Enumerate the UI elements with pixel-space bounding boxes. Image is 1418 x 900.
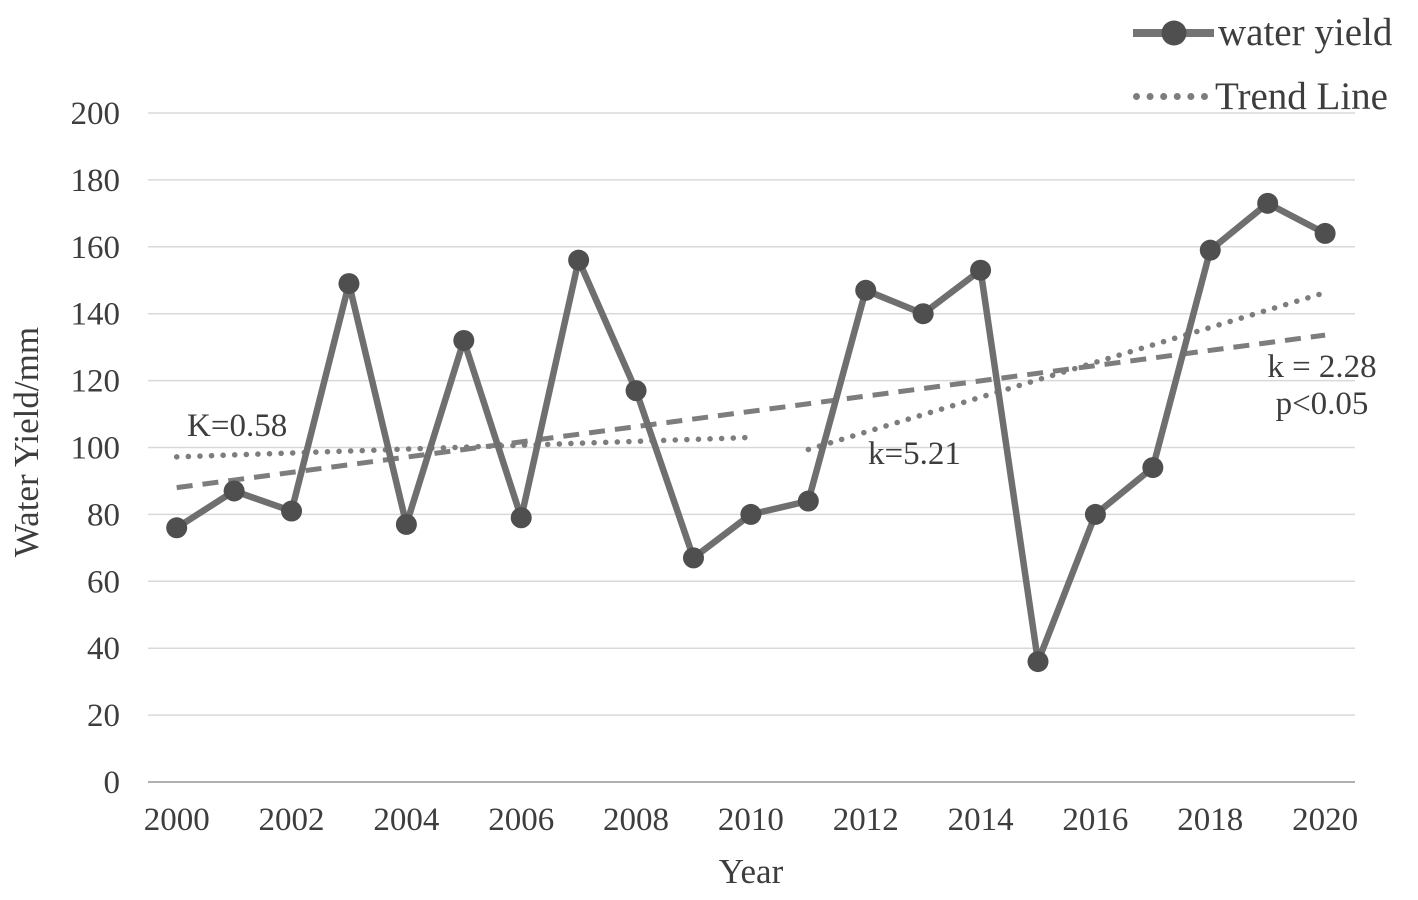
water-yield-point — [510, 507, 532, 529]
y-tick-label: 0 — [104, 765, 121, 801]
legend: water yield Trend Line — [1133, 7, 1392, 122]
water-yield-point — [797, 490, 819, 512]
water-yield-point — [970, 259, 992, 281]
water-yield-line-swatch — [1133, 20, 1214, 45]
x-tick-label: 2004 — [373, 802, 439, 838]
y-tick-label: 20 — [87, 698, 120, 734]
legend-item-water-yield: water yield — [1133, 7, 1392, 58]
x-tick-label: 2014 — [948, 802, 1014, 838]
trend-line-dotted — [805, 289, 1328, 453]
water-yield-point — [1199, 239, 1221, 261]
y-tick-label: 40 — [87, 631, 120, 667]
water-yield-point — [338, 273, 360, 295]
y-tick-label: 80 — [87, 497, 120, 533]
water-yield-point — [855, 279, 877, 301]
annotation-p-value: p<0.05 — [1275, 386, 1369, 422]
water-yield-point — [453, 329, 475, 351]
x-tick-label: 2020 — [1292, 802, 1358, 838]
water-yield-point — [1142, 457, 1164, 479]
water-yield-point — [395, 513, 417, 535]
y-tick-label: 160 — [71, 230, 121, 266]
water-yield-point — [912, 303, 934, 325]
x-tick-label: 2006 — [488, 802, 554, 838]
annotation-slope-2011-2020: k=5.21 — [868, 436, 961, 472]
legend-label-trend-line: Trend Line — [1215, 75, 1388, 118]
water-yield-point — [1257, 192, 1279, 214]
legend-item-trend-line: Trend Line — [1133, 71, 1392, 122]
x-tick-label: 2010 — [718, 802, 784, 838]
water-yield-point — [1027, 651, 1049, 673]
x-tick-label: 2008 — [603, 802, 669, 838]
water-yield-line — [173, 200, 1329, 665]
water-yield-point — [1084, 503, 1106, 525]
water-yield-point — [1314, 222, 1336, 244]
x-tick-label: 2016 — [1062, 802, 1128, 838]
annotation-slope-overall: k = 2.28 — [1267, 349, 1377, 385]
water-yield-marker-icon — [1161, 20, 1186, 45]
y-tick-label: 60 — [87, 564, 120, 600]
water-yield-point — [740, 503, 762, 525]
x-tick-label: 2000 — [144, 802, 210, 838]
water-yield-point — [281, 500, 303, 522]
x-tick-label: 2018 — [1177, 802, 1243, 838]
x-axis-title: Year — [718, 852, 784, 891]
y-tick-label: 180 — [71, 163, 121, 199]
annotation-slope-2000-2010: K=0.58 — [187, 408, 288, 444]
legend-label-water-yield: water yield — [1218, 11, 1393, 54]
water-yield-point — [682, 547, 704, 569]
y-axis-title: Water Yield/mm — [7, 326, 46, 558]
x-tick-label: 2012 — [833, 802, 899, 838]
water-yield-point — [166, 517, 188, 539]
water-yield-point — [568, 249, 590, 271]
water-yield-point — [625, 380, 647, 402]
trend-line-swatch — [1133, 93, 1208, 100]
y-tick-label: 100 — [71, 431, 121, 467]
y-tick-label: 140 — [71, 297, 121, 333]
water-yield-point — [223, 480, 245, 502]
y-tick-label: 200 — [71, 96, 121, 132]
trend-line-dashed — [176, 332, 1326, 491]
x-tick-label: 2002 — [259, 802, 325, 838]
y-tick-label: 120 — [71, 364, 121, 400]
